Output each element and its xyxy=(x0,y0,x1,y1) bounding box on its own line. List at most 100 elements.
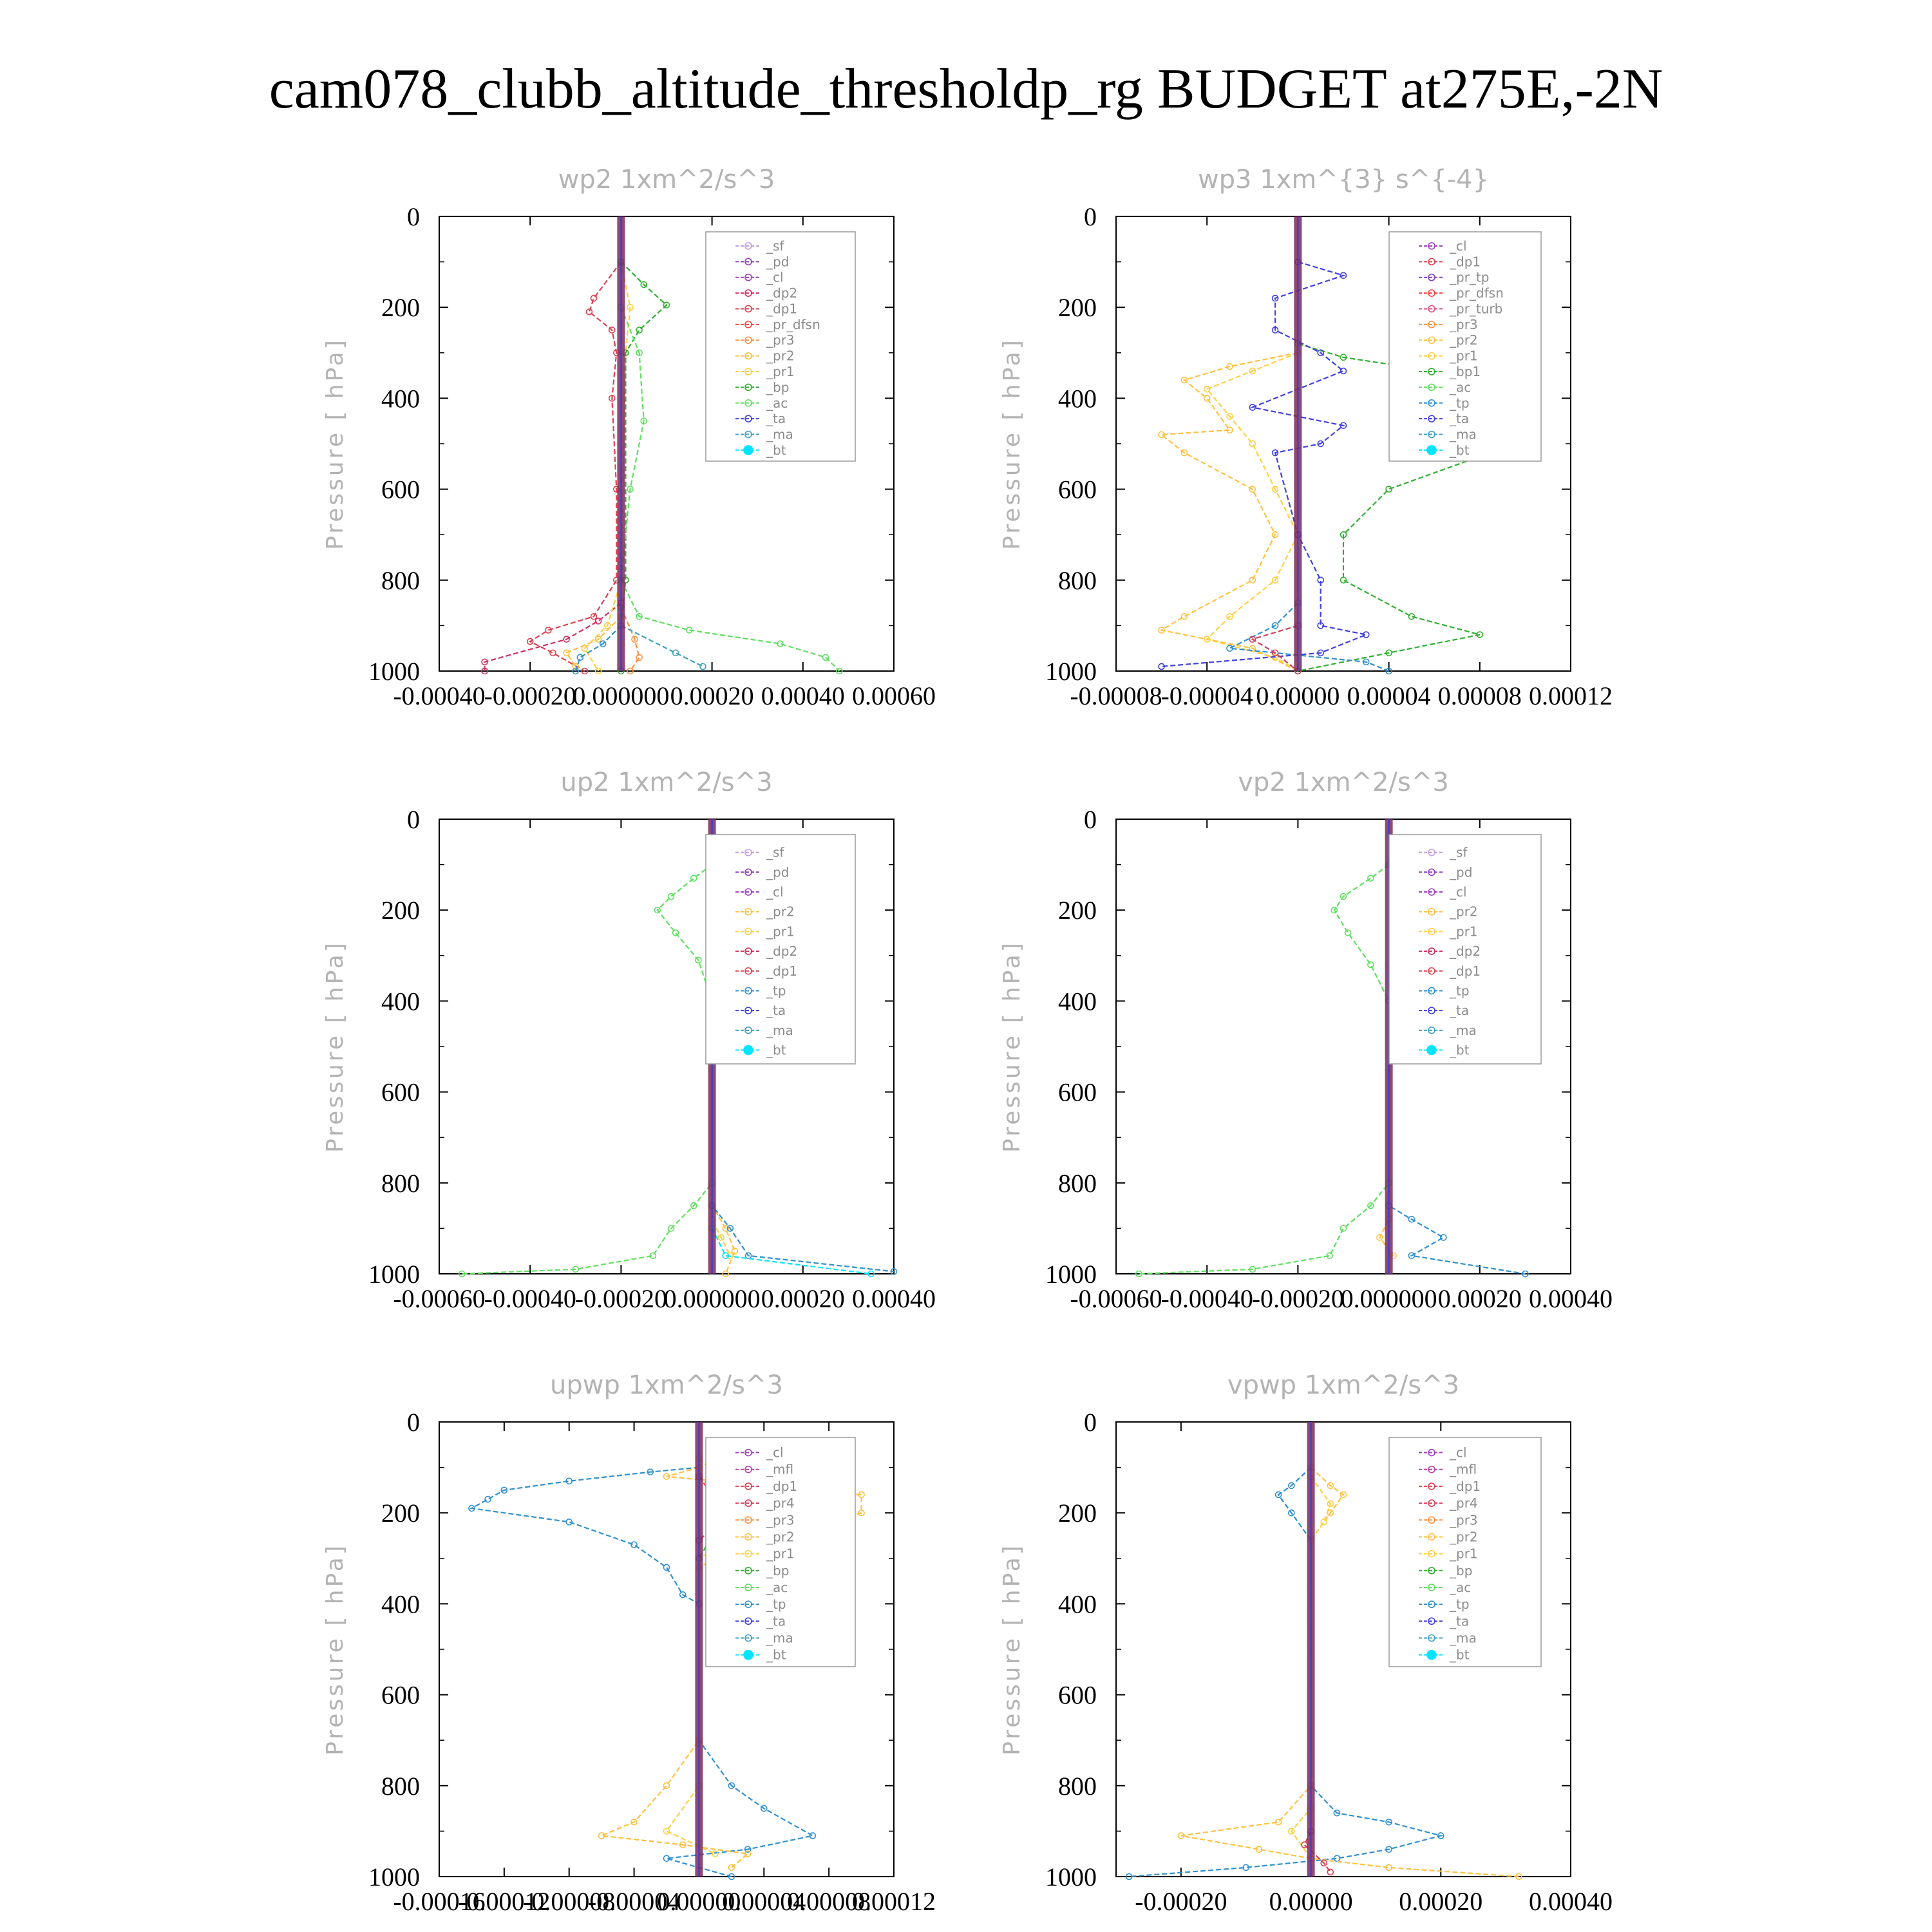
series-line-dp1 xyxy=(528,261,622,672)
series-line-pr3 xyxy=(620,607,640,672)
panel-title: wp3 1xm^{3} s^{-4} xyxy=(1198,165,1489,194)
series-point-pr2 xyxy=(1255,1846,1263,1853)
series-point-dp1 xyxy=(667,893,675,900)
series-point-pr2 xyxy=(1177,1832,1185,1839)
legend-marker xyxy=(744,947,752,955)
series-line-tp xyxy=(574,625,622,672)
legend-label: _pr_tp xyxy=(1449,270,1489,285)
series-point-dp2 xyxy=(594,618,602,625)
series-point-pr1 xyxy=(663,1828,670,1835)
panel-5: upwp 1xm^2/s^3 Pressure [ hPa] 0 200 400 600 8… xyxy=(322,1370,936,1916)
series-point-tp xyxy=(1408,1215,1416,1223)
y-tick-label: 1000 xyxy=(1045,657,1097,686)
series-point-pr1 xyxy=(1249,367,1256,375)
series-point-tp xyxy=(599,640,607,647)
legend-box xyxy=(705,1437,856,1667)
legend-label: _ta xyxy=(1449,1003,1469,1018)
series-point-dp1 xyxy=(1331,906,1338,914)
y-tick-label: 1000 xyxy=(1045,1260,1097,1289)
legend-marker xyxy=(744,383,752,392)
legend-marker xyxy=(744,242,752,250)
series-line-tp xyxy=(469,1466,815,1878)
legend-box xyxy=(1388,1437,1542,1667)
legend-label: _bt xyxy=(1449,1043,1470,1058)
legend-marker xyxy=(744,1533,752,1541)
legend-label: _pd xyxy=(1449,864,1472,880)
series-point-tp xyxy=(726,1225,734,1232)
series-point-pr2 xyxy=(1376,1234,1383,1241)
legend-marker xyxy=(1428,967,1435,975)
series-point-dp2 xyxy=(481,667,488,675)
series-point-tp xyxy=(1271,622,1279,629)
legend-label: _pr_dfsn xyxy=(766,317,820,332)
legend-label: _pd xyxy=(766,864,789,880)
series-point-ta xyxy=(1363,631,1370,638)
legend-marker xyxy=(744,1007,752,1014)
legend-label: _dp1 xyxy=(766,1479,797,1494)
legend-marker xyxy=(744,258,752,266)
series-point-bp1 xyxy=(1385,486,1392,493)
legend-marker xyxy=(1428,383,1435,392)
series-point-tp xyxy=(1333,1809,1341,1817)
series-point-dp1 xyxy=(608,395,616,402)
series-line-dp1 xyxy=(1139,864,1390,1275)
legend-label: _pr2 xyxy=(1449,1529,1478,1544)
x-tick-label: -0.00008 xyxy=(1070,681,1162,710)
series-line-sf_alt xyxy=(1251,625,1299,672)
legend-box xyxy=(1388,231,1542,462)
legend-marker xyxy=(1428,415,1435,422)
y-tick-label: 400 xyxy=(1058,987,1097,1016)
legend-marker xyxy=(1428,305,1435,313)
legend-label: _dp2 xyxy=(766,943,797,959)
series-point-ta xyxy=(1317,649,1324,657)
series-point-bp xyxy=(636,327,643,334)
legend-label: _pr3 xyxy=(766,332,795,348)
series-point-ac xyxy=(822,654,829,661)
x-tick-label: 0.00012 xyxy=(1529,681,1613,710)
series-point-pr2 xyxy=(1158,627,1165,634)
series-line-ac xyxy=(620,307,840,672)
legend-marker xyxy=(744,1027,752,1034)
x-tick-label: 0.00008 xyxy=(1438,681,1522,710)
legend-marker xyxy=(1428,1482,1435,1490)
x-tick-label: -0.00020 xyxy=(484,681,576,710)
series-point-dp1 xyxy=(608,327,616,334)
series-point-ta xyxy=(1271,449,1279,457)
panel-title: upwp 1xm^2/s^3 xyxy=(550,1370,783,1400)
x-tick-label: 0.00012 xyxy=(852,1887,936,1916)
y-axis-label: Pressure [ hPa] xyxy=(322,337,348,550)
series-point-tp xyxy=(728,1873,735,1880)
series-point-dp1 xyxy=(690,875,697,882)
legend-label: _cl xyxy=(1449,1445,1467,1461)
series-point-tp xyxy=(1125,1873,1133,1880)
y-tick-label: 400 xyxy=(1058,1589,1097,1618)
x-tick-label: -0.00016 xyxy=(393,1887,485,1916)
legend-label: _pr4 xyxy=(1449,1495,1478,1511)
series-point-tp xyxy=(760,1804,768,1812)
legend-label: _pr3 xyxy=(766,1512,795,1528)
y-tick-label: 400 xyxy=(1058,384,1097,413)
y-tick-label: 0 xyxy=(407,805,420,834)
legend-marker xyxy=(1426,445,1437,455)
series-line-pr2 xyxy=(565,616,622,667)
series-point-dp1 xyxy=(1367,961,1374,969)
legend-marker xyxy=(1428,927,1435,936)
series-point-tp xyxy=(744,1252,752,1260)
legend-box xyxy=(705,231,856,462)
series-point-pr1 xyxy=(1271,486,1279,493)
x-tick-label: 0.00004 xyxy=(722,1887,806,1916)
series-point-sf_alt xyxy=(1271,649,1279,657)
series-point-ta xyxy=(1317,349,1324,357)
series-point-dp1 xyxy=(590,294,598,302)
y-axis-label: Pressure [ hPa] xyxy=(322,1543,348,1756)
legend-marker xyxy=(1428,1566,1435,1575)
series-point-tp xyxy=(663,1855,670,1862)
legend-marker xyxy=(744,321,752,328)
legend-label: _dp2 xyxy=(766,285,797,301)
series-point-sf_alt xyxy=(1249,636,1256,643)
series-point-pr1 xyxy=(1226,413,1233,420)
series-point-dp1 xyxy=(572,1265,580,1273)
series-point-bp1 xyxy=(1340,531,1347,538)
x-tick-label: -0.00020 xyxy=(1252,1284,1344,1313)
series-point-dp1 xyxy=(1135,1270,1142,1278)
